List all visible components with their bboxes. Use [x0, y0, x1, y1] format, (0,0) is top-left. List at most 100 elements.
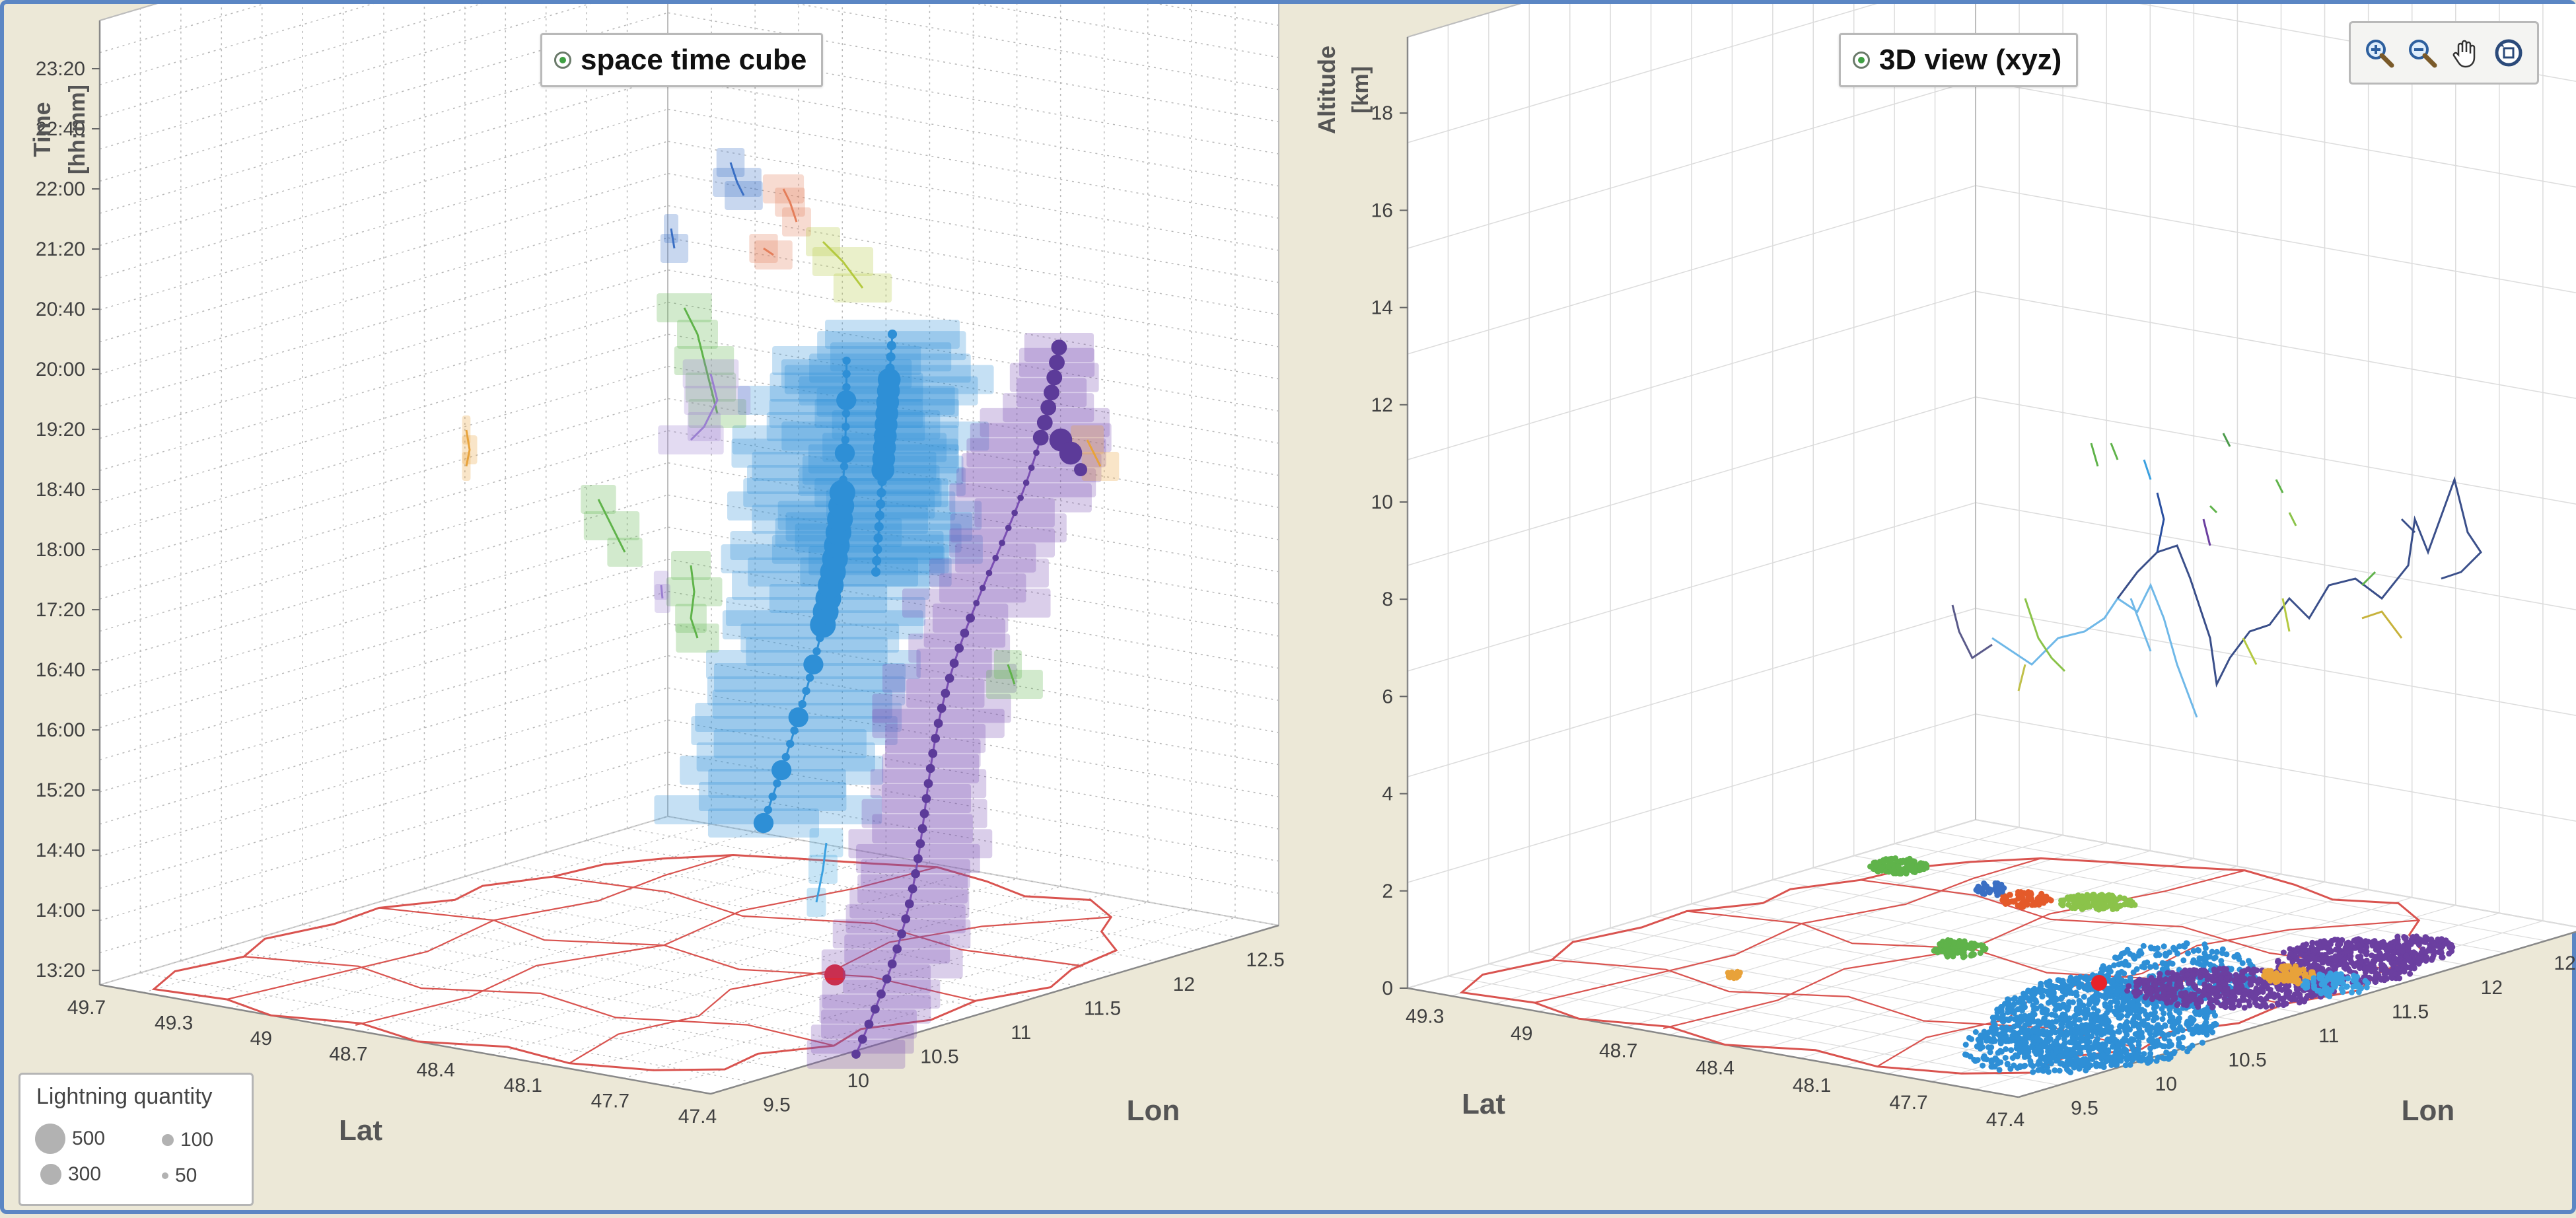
blue-strike: [2028, 1061, 2034, 1068]
purple-strike: [2292, 996, 2299, 1003]
lightning-dot: [842, 356, 851, 365]
time-tick-label: 23:20: [36, 58, 85, 80]
time-tick-label: 22:40: [36, 118, 85, 140]
cyan-strike: [2324, 985, 2330, 991]
blue-strike: [2097, 970, 2104, 976]
lat-tick-label: 48.4: [416, 1059, 454, 1081]
blue-strike: [1988, 1044, 1995, 1051]
purple-strike: [2396, 975, 2403, 982]
blue-strike: [2147, 1058, 2153, 1065]
yellow-strike: [2290, 975, 2297, 982]
blue-strike: [2119, 990, 2126, 997]
blue-strike: [2008, 1047, 2015, 1054]
z-axis-label: Time: [28, 102, 55, 157]
cyan-strike: [2363, 984, 2370, 991]
blue-strike: [2035, 1067, 2042, 1073]
cyan-strike: [2326, 973, 2332, 980]
lightning-dot: [753, 812, 774, 834]
cyan-strike: [2349, 989, 2355, 995]
purple-strike: [2343, 949, 2349, 956]
blue-strike: [2199, 1040, 2205, 1046]
zoom-out-icon[interactable]: [2404, 35, 2440, 71]
purple-strike: [2197, 974, 2203, 980]
lightning-dot: [764, 805, 773, 814]
blue-strike: [2108, 987, 2115, 994]
blue-strike: [2114, 955, 2120, 962]
blue-strike: [2135, 1046, 2141, 1053]
lightning-dot: [992, 554, 999, 561]
grid-line: [99, 365, 668, 536]
lightning-dot: [877, 487, 886, 498]
grid-line: [99, 172, 668, 343]
panel-title-right[interactable]: 3D view (xyz): [1839, 33, 2079, 87]
lightning-dot: [917, 824, 927, 834]
blue-strike: [2176, 1009, 2183, 1016]
blue-strike: [2107, 1004, 2114, 1010]
purple-strike: [2312, 962, 2318, 969]
3d-view-plot[interactable]: 0 2 4 6 8 10 12 14 16 18 Altitude [km] 49.3 49 48.7 48.…: [1292, 4, 2576, 1218]
legend-dot-icon: [162, 1172, 168, 1179]
purple-strike: [2250, 970, 2256, 976]
grid-line: [99, 4, 591, 150]
trace-blue-dark: [2156, 492, 2165, 553]
green-strike: [1943, 943, 1949, 949]
yellow-strike: [2301, 972, 2308, 978]
purple-strike: [2221, 969, 2227, 976]
blue-strike: [2116, 1028, 2122, 1035]
blue-strike: [2159, 1055, 2166, 1061]
purple-strike: [2400, 948, 2406, 954]
blue-strike: [2021, 1050, 2028, 1057]
blue-strike: [2155, 1022, 2161, 1028]
lightning-dot: [1017, 494, 1024, 501]
blue-strike: [2055, 1034, 2061, 1041]
purple-strike: [2307, 964, 2313, 970]
blue-strike: [2058, 1030, 2065, 1037]
purple-strike: [2263, 995, 2270, 1002]
green-strike: [1906, 855, 1913, 862]
blue-strike: [2039, 1044, 2046, 1050]
cyan-strike: [2345, 975, 2351, 982]
altitude-tick-label: 14: [1371, 297, 1393, 319]
blue-strike: [2030, 1002, 2036, 1009]
grid-line: [143, 824, 712, 993]
lime-strike: [2075, 892, 2081, 899]
altitude-tick-label: 4: [1382, 783, 1393, 805]
purple-strike: [2334, 941, 2341, 948]
blue-strike: [2094, 1008, 2101, 1015]
space-time-cube-plot[interactable]: 13:20 14:00 14:40 15:20 16:00 16:40 17:20 18:00…: [4, 4, 1292, 1218]
blue-strike: [2023, 1032, 2030, 1038]
zoom-in-icon[interactable]: [2361, 35, 2397, 71]
grid-line: [1538, 842, 2107, 1012]
lightning-dot: [887, 959, 897, 969]
lat-tick-label: 47.7: [1889, 1092, 1927, 1114]
radio-selected-icon: [554, 52, 571, 69]
purple-strike: [2357, 965, 2363, 972]
purple-strike: [2133, 983, 2140, 989]
cube-grid: [1406, 4, 2576, 1098]
panel-title-left[interactable]: space time cube: [540, 33, 824, 87]
trace-lime-3: [2242, 637, 2258, 665]
blue-strike: [2108, 1024, 2114, 1030]
legend-item-100: 100: [155, 1129, 213, 1151]
rotate-3d-icon[interactable]: [2491, 35, 2526, 71]
hand-pan-icon[interactable]: [2448, 35, 2484, 71]
purple-strike: [2160, 977, 2166, 984]
grid-line: [99, 526, 668, 696]
violet-cell-1-path: [690, 373, 719, 441]
lightning-dot: [1040, 400, 1057, 415]
blue-strike: [2081, 993, 2087, 1000]
blue-strike: [2170, 1050, 2177, 1057]
lightning-dot: [919, 808, 929, 818]
grid-line: [99, 783, 668, 954]
grid-line: [1407, 819, 1976, 989]
purple-strike: [2439, 936, 2445, 943]
orange-cell-path: [782, 188, 798, 223]
blue-strike: [2034, 1046, 2041, 1052]
lightning-dot: [841, 422, 850, 431]
lon-axis-line: [710, 924, 1279, 1095]
blue-strike: [2099, 993, 2106, 999]
lon-tick-label: 11.5: [1084, 997, 1121, 1019]
lightning-dot: [945, 673, 954, 683]
purple-strike: [2382, 952, 2388, 959]
blue-strike: [1986, 1036, 1993, 1043]
